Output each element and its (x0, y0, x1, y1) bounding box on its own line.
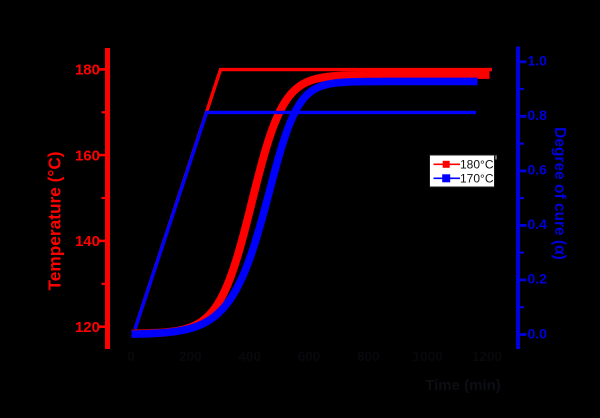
svg-text:160: 160 (75, 147, 100, 164)
svg-text:0: 0 (127, 349, 135, 364)
svg-text:180°C: 180°C (460, 157, 494, 171)
svg-text:Time (min): Time (min) (425, 377, 501, 394)
svg-text:0.2: 0.2 (528, 271, 548, 287)
svg-text:0.4: 0.4 (528, 216, 548, 232)
svg-text:120: 120 (75, 319, 100, 336)
svg-text:1000: 1000 (413, 349, 443, 364)
svg-text:1.0: 1.0 (528, 53, 548, 69)
svg-text:0.6: 0.6 (528, 162, 548, 178)
svg-text:0.8: 0.8 (528, 107, 548, 123)
svg-text:200: 200 (179, 349, 202, 364)
svg-text:Temperature (°C): Temperature (°C) (44, 151, 64, 290)
svg-text:400: 400 (238, 349, 261, 364)
svg-text:140: 140 (75, 233, 100, 250)
svg-text:170°C: 170°C (460, 171, 494, 185)
svg-text:0.0: 0.0 (528, 325, 548, 341)
svg-text:800: 800 (357, 349, 380, 364)
svg-text:1200: 1200 (472, 349, 502, 364)
svg-text:Degree of cure (α): Degree of cure (α) (551, 127, 568, 260)
svg-text:180: 180 (75, 62, 100, 79)
svg-text:600: 600 (298, 349, 321, 364)
